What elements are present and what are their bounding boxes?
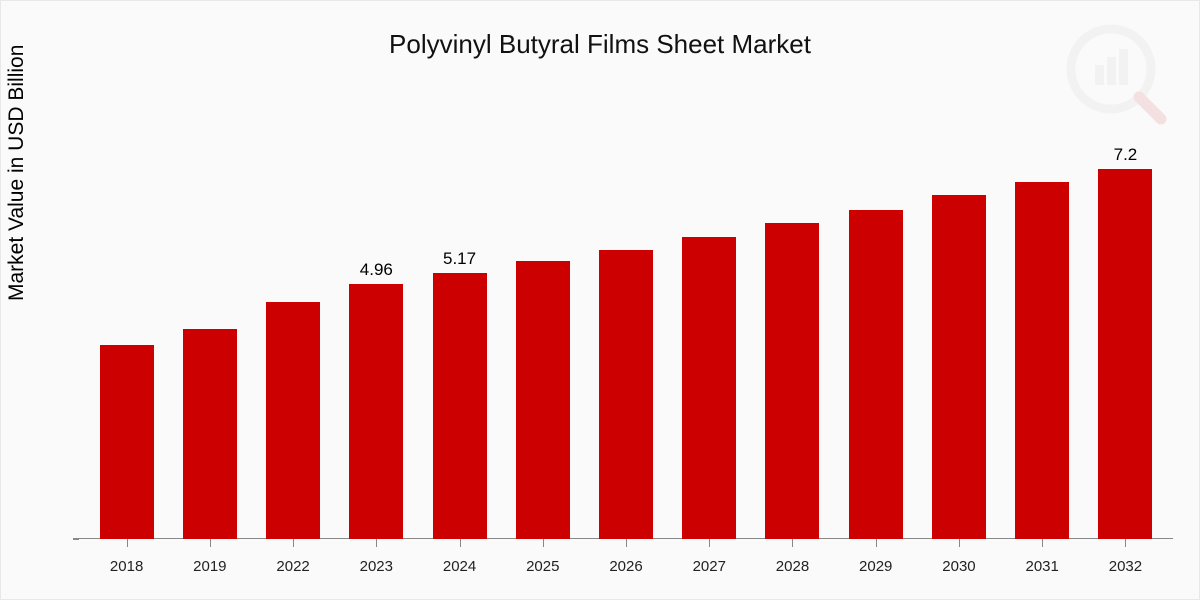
x-label: 2026 [584,558,667,575]
x-tick [792,539,793,547]
x-tick [127,539,128,547]
x-label: 2018 [85,558,168,575]
bar-value-label: 7.2 [1114,145,1138,165]
bar [932,195,986,539]
x-label: 2019 [168,558,251,575]
x-tick [959,539,960,547]
x-tick [626,539,627,547]
bar [266,302,320,539]
x-label: 2027 [668,558,751,575]
bars-group: 4.96 5.17 7.2 [79,97,1173,539]
bar [1015,182,1069,539]
bar [433,273,487,539]
bar-slot: 4.96 [335,97,418,539]
bar-slot [751,97,834,539]
bar [849,210,903,539]
y-axis-label: Market Value in USD Billion [5,45,29,301]
bar [183,329,237,539]
bar-slot [1001,97,1084,539]
x-tick [210,539,211,547]
x-label: 2025 [501,558,584,575]
x-tick [543,539,544,547]
axis-tick [73,539,79,540]
bar-slot [501,97,584,539]
bar [682,237,736,539]
chart-container: Polyvinyl Butyral Films Sheet Market Mar… [0,0,1200,600]
x-label: 2031 [1001,558,1084,575]
x-tick [709,539,710,547]
bar-value-label: 4.96 [360,260,393,280]
bar-value-label: 5.17 [443,249,476,269]
x-label: 2022 [251,558,334,575]
x-label: 2023 [335,558,418,575]
bar [765,223,819,539]
x-label: 2032 [1084,558,1167,575]
x-tick [376,539,377,547]
chart-title: Polyvinyl Butyral Films Sheet Market [1,29,1199,60]
bar-slot [834,97,917,539]
bar-slot: 5.17 [418,97,501,539]
bar-slot [917,97,1000,539]
x-tick [876,539,877,547]
x-tick [293,539,294,547]
bar [100,345,154,539]
plot-area: 4.96 5.17 7.2 [79,97,1173,539]
x-tick [460,539,461,547]
bar [1098,169,1152,539]
bar-slot [251,97,334,539]
bar-slot [668,97,751,539]
x-tick [1125,539,1126,547]
bar-slot [584,97,667,539]
bar-slot [168,97,251,539]
x-label: 2024 [418,558,501,575]
x-label: 2029 [834,558,917,575]
bar [599,250,653,539]
bar [349,284,403,539]
x-label: 2028 [751,558,834,575]
bar-slot [85,97,168,539]
bar [516,261,570,539]
bar-slot: 7.2 [1084,97,1167,539]
x-label: 2030 [917,558,1000,575]
x-tick [1042,539,1043,547]
x-axis-labels: 2018201920222023202420252026202720282029… [79,558,1173,575]
